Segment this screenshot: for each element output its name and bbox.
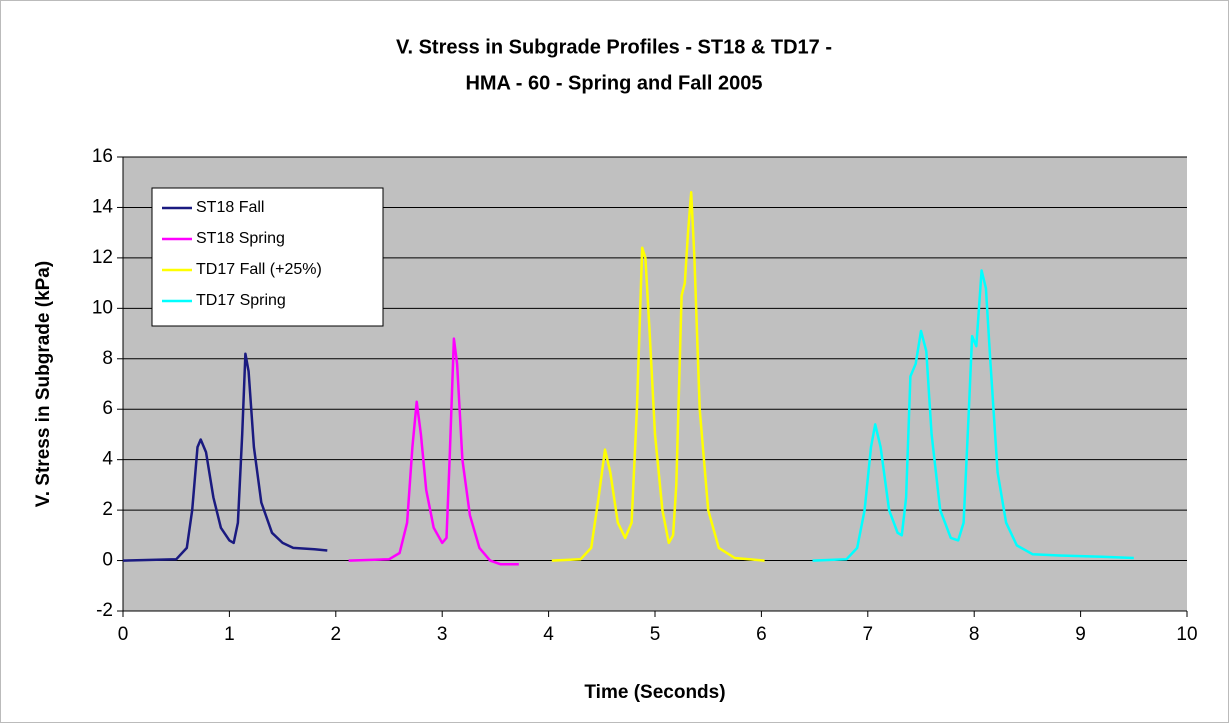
y-tick-label: 8 <box>102 348 113 369</box>
x-tick-label: 8 <box>969 624 980 645</box>
x-tick-label: 10 <box>1176 624 1197 645</box>
y-tick-label: 14 <box>92 196 114 217</box>
series-line <box>122 352 328 562</box>
legend-box <box>151 187 384 327</box>
x-tick-label: 5 <box>650 624 661 645</box>
series-line <box>551 191 765 562</box>
x-tick-label: 1 <box>224 624 235 645</box>
chart-title: HMA - 60 - Spring and Fall 2005 <box>465 72 762 94</box>
x-tick-label: 2 <box>331 624 342 645</box>
legend-label: TD17 Spring <box>196 292 286 309</box>
legend-label: TD17 Fall (+25%) <box>196 261 322 278</box>
y-axis-label: V. Stress in Subgrade (kPa) <box>33 261 54 507</box>
y-tick-label: 16 <box>92 146 113 167</box>
legend-label: ST18 Fall <box>196 199 264 216</box>
y-tick-label: -2 <box>96 600 113 621</box>
y-tick-label: 10 <box>92 297 113 318</box>
series-line <box>812 269 1134 562</box>
y-tick-label: 0 <box>102 550 113 571</box>
x-tick-label: 4 <box>543 624 554 645</box>
x-axis-label: Time (Seconds) <box>584 682 725 703</box>
x-tick-label: 7 <box>863 624 874 645</box>
x-tick-label: 6 <box>756 624 767 645</box>
y-tick-label: 4 <box>102 449 113 470</box>
y-tick-label: 2 <box>102 499 113 520</box>
series-line <box>348 337 519 566</box>
x-tick-label: 0 <box>118 624 129 645</box>
chart-title: V. Stress in Subgrade Profiles - ST18 & … <box>396 36 832 58</box>
y-tick-label: 6 <box>102 398 113 419</box>
y-tick-label: 12 <box>92 247 113 268</box>
legend-label: ST18 Spring <box>196 230 285 247</box>
x-tick-label: 3 <box>437 624 448 645</box>
x-tick-label: 9 <box>1075 624 1086 645</box>
